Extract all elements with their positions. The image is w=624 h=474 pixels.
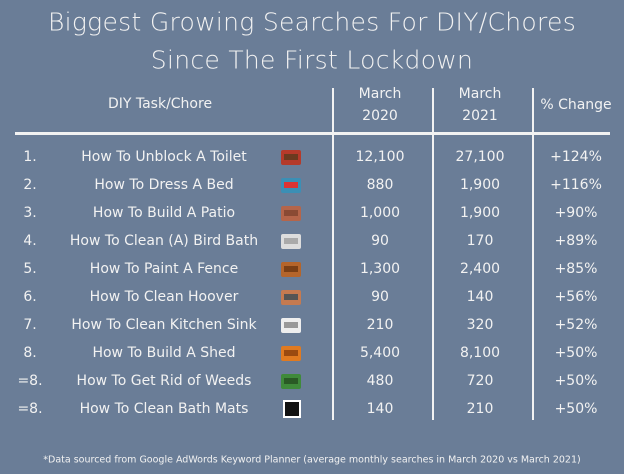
task: How To Clean (A) Bird Bath [69, 233, 259, 249]
change: +56% [554, 289, 598, 305]
change: +52% [554, 317, 598, 333]
rank: =8. [17, 373, 43, 389]
column-header: March 2021 [458, 86, 502, 124]
title-line: Since The First Lockdown [150, 45, 474, 75]
rank: 1. [23, 149, 37, 165]
task: How To Unblock A Toilet [81, 149, 247, 165]
change: +124% [550, 149, 602, 165]
searches: 5,400 [359, 345, 401, 361]
searches: 27,100 [455, 149, 505, 165]
searches: 12,100 [355, 149, 405, 165]
searches: 1,000 [359, 205, 401, 221]
searches: 8,100 [459, 345, 501, 361]
change: +90% [554, 205, 598, 221]
searches: 210 [466, 401, 494, 417]
rank: 5. [23, 261, 37, 277]
searches: 1,300 [359, 261, 401, 277]
rank: 2. [23, 177, 37, 193]
rank: 4. [23, 233, 37, 249]
searches: 90 [371, 289, 389, 305]
rank: 3. [23, 205, 37, 221]
footnote: *Data sourced from Google AdWords Keywor… [43, 454, 581, 466]
searches: 2,400 [459, 261, 501, 277]
task-icon [281, 262, 301, 277]
change: +50% [554, 373, 598, 389]
rank: 8. [23, 345, 37, 361]
change: +85% [554, 261, 598, 277]
column-header: DIY Task/Chore [107, 96, 213, 112]
task: How To Clean Kitchen Sink [71, 317, 257, 333]
change: +116% [550, 177, 602, 193]
task: How To Paint A Fence [89, 261, 239, 277]
task-icon [281, 150, 301, 165]
task-icon [281, 374, 301, 389]
rank: 7. [23, 317, 37, 333]
title-line: Biggest Growing Searches For DIY/Chores [47, 7, 577, 37]
task: How To Clean Bath Mats [79, 401, 249, 417]
header-rule [15, 132, 610, 135]
column-header: % Change [540, 97, 612, 113]
searches: 1,900 [459, 177, 501, 193]
searches: 90 [371, 233, 389, 249]
task: How To Get Rid of Weeds [76, 373, 252, 389]
task: How To Clean Hoover [89, 289, 239, 305]
task-icon [281, 234, 301, 249]
searches: 720 [466, 373, 494, 389]
task-icon [281, 290, 301, 305]
rank: =8. [17, 401, 43, 417]
searches: 210 [366, 317, 394, 333]
task-icon [281, 178, 301, 193]
change: +89% [554, 233, 598, 249]
column-rule [532, 88, 534, 420]
column-rule [332, 88, 334, 420]
change: +50% [554, 401, 598, 417]
searches: 480 [366, 373, 394, 389]
task-icon [281, 318, 301, 333]
task-icon [283, 400, 301, 418]
searches: 880 [366, 177, 394, 193]
rank: 6. [23, 289, 37, 305]
task-icon [281, 346, 301, 361]
column-rule [432, 88, 434, 420]
searches: 1,900 [459, 205, 501, 221]
task: How To Dress A Bed [94, 177, 234, 193]
searches: 140 [366, 401, 394, 417]
task: How To Build A Shed [92, 345, 236, 361]
task: How To Build A Patio [92, 205, 236, 221]
searches: 140 [466, 289, 494, 305]
task-icon [281, 206, 301, 221]
searches: 170 [466, 233, 494, 249]
column-header: March 2020 [358, 86, 402, 124]
searches: 320 [466, 317, 494, 333]
change: +50% [554, 345, 598, 361]
